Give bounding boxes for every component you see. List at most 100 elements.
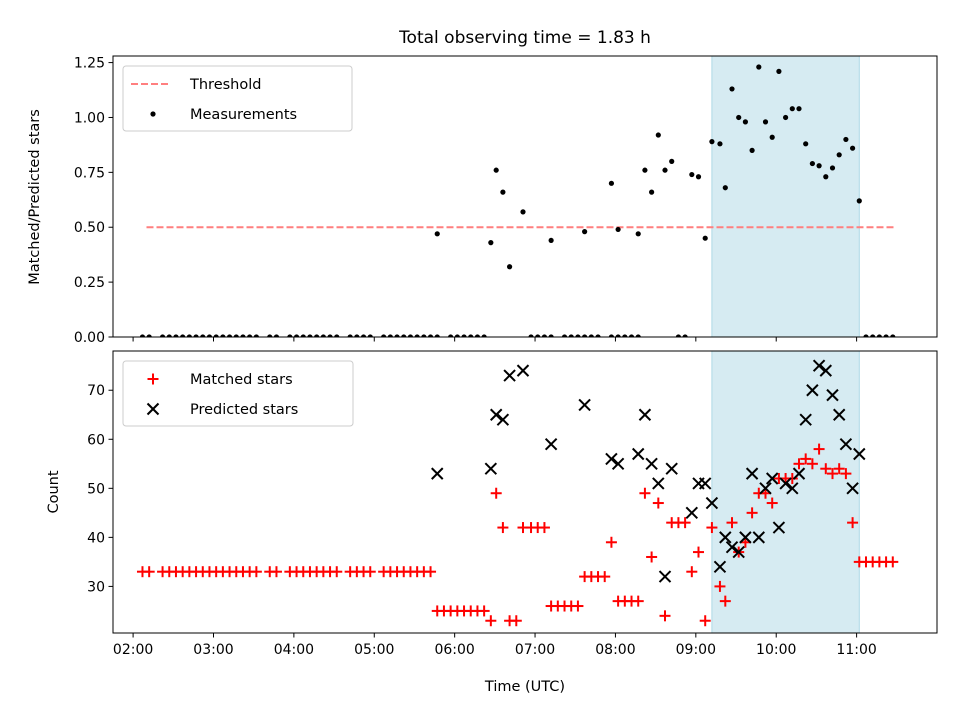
matched-star-point <box>478 605 490 617</box>
matched-star-point <box>331 566 343 578</box>
measurement-point <box>695 174 702 180</box>
measurement-point <box>293 334 300 337</box>
measurement-point <box>742 119 749 125</box>
matched-star-point <box>497 522 509 534</box>
matched-star-point <box>800 453 812 465</box>
predicted-star-point <box>496 413 510 426</box>
highlight-span <box>711 351 860 633</box>
predicted-star-point <box>645 457 658 471</box>
y-tick-label: 0.50 <box>74 220 105 236</box>
predicted-star-point <box>732 545 745 559</box>
predicted-star-point <box>846 482 859 495</box>
measurement-point <box>287 334 293 337</box>
predicted-star-point <box>719 531 732 544</box>
measurement-point <box>434 334 440 337</box>
measurement-point <box>749 147 755 153</box>
matched-star-point <box>840 468 852 480</box>
matched-star-point <box>847 517 859 529</box>
measurement-point <box>876 334 882 337</box>
legend <box>122 360 354 427</box>
highlight-span <box>711 56 860 337</box>
legend-matched-swatch <box>147 373 159 385</box>
measurement-point <box>139 334 146 337</box>
matched-star-point <box>793 458 805 470</box>
measurement-point <box>649 189 655 195</box>
y-tick-label: 0.75 <box>74 165 105 181</box>
measurement-point <box>159 334 166 337</box>
measurement-point <box>756 64 762 70</box>
matched-star-point <box>693 546 705 558</box>
y-tick-label: 1.00 <box>74 110 105 126</box>
matched-star-point <box>599 571 611 583</box>
predicted-star-point <box>685 506 699 520</box>
matched-star-point <box>646 551 658 563</box>
measurement-point <box>655 132 661 138</box>
measurement-point <box>890 334 896 337</box>
measurement-point <box>407 334 414 337</box>
matched-star-point <box>786 473 798 485</box>
predicted-star-point <box>489 408 503 421</box>
measurement-point <box>568 334 574 337</box>
measurement-point <box>247 334 253 337</box>
measurement-point <box>500 189 506 195</box>
measurement-point <box>146 334 152 337</box>
x-tick-label: 05:00 <box>354 642 394 658</box>
measurement-point <box>836 152 842 158</box>
measurement-point <box>595 334 601 337</box>
matched-star-point <box>746 507 758 519</box>
measurement-point <box>608 334 615 337</box>
measurement-point <box>702 235 708 241</box>
measurement-point <box>849 145 856 151</box>
measurement-point <box>816 163 822 169</box>
matched-star-point <box>605 536 617 548</box>
predicted-star-point <box>544 437 558 451</box>
predicted-star-point <box>832 408 846 421</box>
matched-star-point <box>686 566 698 578</box>
axes-frame <box>112 350 938 634</box>
measurement-point <box>488 240 494 246</box>
legend-label: Measurements <box>190 107 297 123</box>
measurement-point <box>669 158 675 164</box>
y-tick-label: 50 <box>87 481 105 497</box>
measurement-point <box>803 141 809 147</box>
measurement-point <box>843 136 849 143</box>
measurement-point <box>789 106 795 112</box>
measurement-point <box>615 334 621 337</box>
matched-star-point <box>806 458 818 470</box>
measurement-point <box>769 134 775 140</box>
x-tick-label: 06:00 <box>434 642 474 658</box>
measurement-point <box>186 334 192 337</box>
measurement-point <box>206 334 213 337</box>
measurement-point <box>360 334 367 337</box>
x-tick-label: 09:00 <box>676 642 716 658</box>
measurement-point <box>327 334 333 337</box>
measurement-point <box>582 334 588 337</box>
legend <box>122 65 353 132</box>
matched-star-point <box>639 487 651 499</box>
x-axis-label: Time (UTC) <box>484 679 565 695</box>
legend-measurement-swatch <box>150 111 156 117</box>
measurement-point <box>347 334 353 337</box>
x-tick-label: 03:00 <box>193 642 233 658</box>
measurement-point <box>535 334 541 337</box>
measurement-point <box>367 334 373 337</box>
legend-label: Matched stars <box>190 372 293 388</box>
predicted-star-point <box>745 467 759 480</box>
measurement-point <box>468 334 474 337</box>
predicted-star-point <box>819 364 833 377</box>
measurement-point <box>635 231 641 237</box>
measurement-point <box>717 141 723 147</box>
matched-star-point <box>714 580 726 592</box>
matched-star-point <box>813 443 825 455</box>
matched-star-point <box>726 517 738 529</box>
matched-star-point <box>538 522 550 534</box>
y-tick-label: 40 <box>87 530 105 546</box>
matched-star-point <box>572 600 584 612</box>
matched-star-point <box>510 615 522 627</box>
measurement-point <box>434 231 440 237</box>
predicted-star-point <box>839 437 853 451</box>
y-tick-label: 30 <box>87 579 105 595</box>
measurement-point <box>200 334 206 337</box>
measurement-point <box>481 334 487 337</box>
